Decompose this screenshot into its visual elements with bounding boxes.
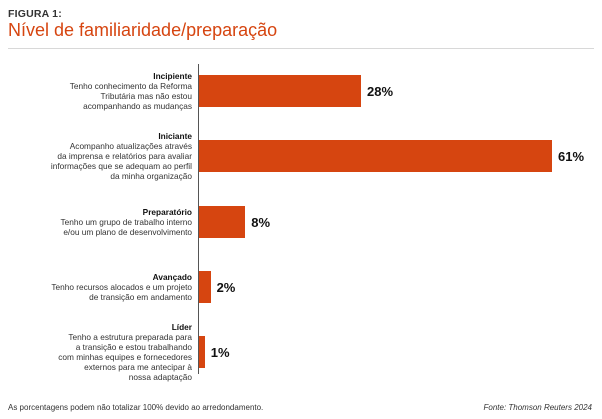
category-description-line: Tenho recursos alocados e um projeto — [51, 282, 192, 292]
category-description-line: Tenho a estrutura preparada para — [68, 332, 192, 342]
category-description-line: Acompanho atualizações através — [69, 141, 192, 151]
chart-title: Nível de familiaridade/preparação — [8, 20, 278, 40]
category-description-line: a transição e estou trabalhando — [75, 342, 192, 352]
category-description-line: de transição em andamento — [89, 292, 192, 302]
category-name: Iniciante — [158, 131, 192, 141]
title-divider — [8, 48, 594, 49]
data-label-iniciante: 61% — [558, 149, 585, 164]
category-name: Incipiente — [153, 71, 192, 81]
category-label-lider: Líder Tenho a estrutura preparada para a t… — [8, 322, 192, 382]
category-description-line: externos para me antecipar à — [84, 362, 192, 372]
bar-incipiente — [199, 75, 362, 107]
bar-preparatorio — [199, 206, 246, 238]
category-name: Avançado — [152, 272, 192, 282]
category-name: Líder — [171, 322, 192, 332]
category-axis-line — [198, 64, 199, 374]
bar-lider — [199, 336, 205, 368]
category-label-iniciante: Iniciante Acompanho atualizações através d… — [8, 131, 192, 181]
category-description-line: nossa adaptação — [128, 372, 192, 382]
data-label-preparatorio: 8% — [251, 215, 271, 230]
category-description-line: informações que se adequam ao perfil — [50, 161, 192, 171]
category-description-line: Tributária mas não estou — [100, 91, 192, 101]
data-label-incipiente: 28% — [367, 84, 394, 99]
footnote: As porcentagens podem não totalizar 100%… — [8, 403, 264, 412]
category-description-line: Tenho conhecimento da Reforma — [69, 81, 192, 91]
category-label-avancado: Avançado Tenho recursos alocados e um pro… — [8, 272, 192, 302]
source-note: Fonte: Thomson Reuters 2024 — [483, 403, 592, 412]
category-description-line: acompanhando as mudanças — [83, 101, 192, 111]
bar-iniciante — [199, 140, 552, 172]
category-description-line: e/ou um plano de desenvolvimento — [63, 227, 192, 237]
category-label-incipiente: Incipiente Tenho conhecimento da Reforma T… — [8, 71, 192, 111]
category-name: Preparatório — [142, 207, 192, 217]
data-label-lider: 1% — [210, 345, 230, 360]
category-description-line: Tenho um grupo de trabalho interno — [60, 217, 192, 227]
category-description-line: com minhas equipes e fornecedores — [58, 352, 192, 362]
category-label-preparatorio: Preparatório Tenho um grupo de trabalho i… — [8, 207, 192, 237]
category-description-line: da imprensa e relatórios para avaliar — [57, 151, 192, 161]
figure-label: FIGURA 1: — [8, 8, 62, 20]
category-description-line: da minha organização — [110, 171, 192, 181]
data-label-avancado: 2% — [216, 280, 236, 295]
bar-avancado — [199, 271, 211, 303]
